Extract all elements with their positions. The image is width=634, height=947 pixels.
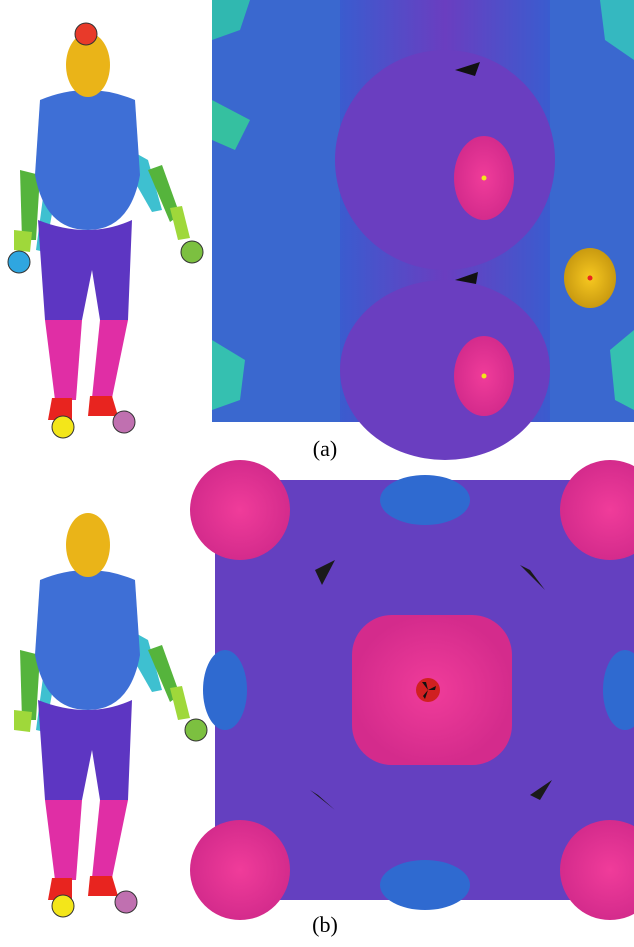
marker: [113, 411, 135, 433]
caption: (a): [313, 436, 337, 461]
marker: [181, 241, 203, 263]
caption: (b): [312, 912, 338, 937]
region: [190, 460, 290, 560]
figure: (a) (b): [0, 0, 634, 942]
swirl: [380, 475, 470, 525]
body-mesh: [14, 33, 190, 420]
texture-map-b: [190, 460, 634, 920]
swirl: [203, 650, 247, 730]
point: [482, 374, 487, 379]
swirl: [380, 860, 470, 910]
marker: [52, 416, 74, 438]
marker: [185, 719, 207, 741]
marker: [115, 891, 137, 913]
marker: [52, 895, 74, 917]
body-mesh: [14, 513, 190, 900]
point: [482, 176, 487, 181]
texture-map-a: [212, 0, 634, 460]
point: [588, 276, 593, 281]
region: [340, 280, 550, 460]
region: [335, 50, 555, 270]
marker: [75, 23, 97, 45]
marker: [8, 251, 30, 273]
page: (a) (b) (() => { const data = JSON.parse…: [0, 0, 634, 942]
region: [190, 820, 290, 920]
